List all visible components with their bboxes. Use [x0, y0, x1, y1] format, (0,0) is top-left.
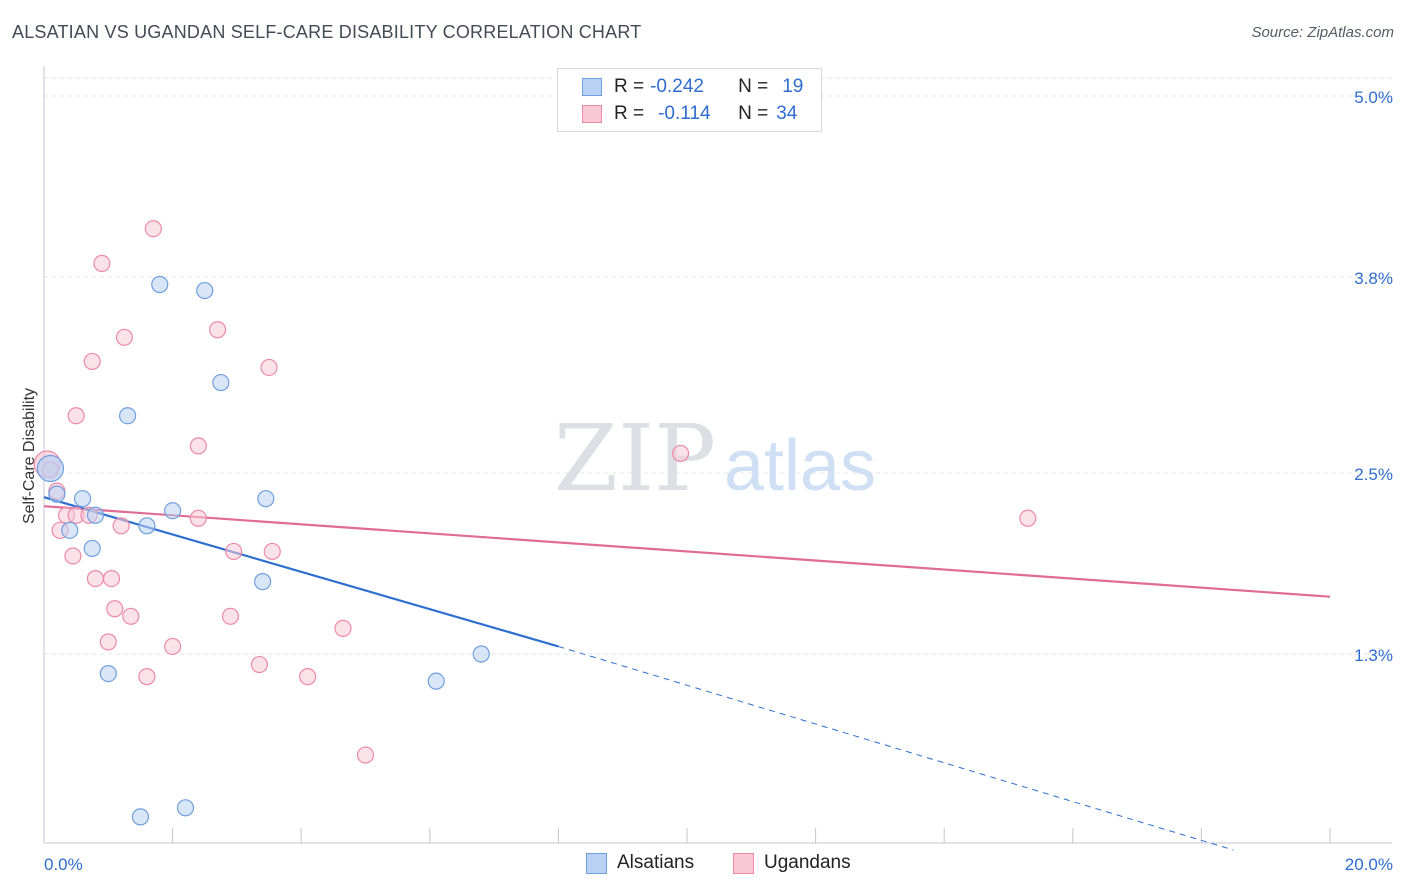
- alsatian-point: [131, 808, 150, 826]
- ugandan-point: [67, 407, 85, 425]
- alsatians-trend-extension: [558, 645, 1234, 851]
- alsatian-point: [427, 672, 445, 690]
- r-value: -0.242: [650, 76, 704, 97]
- alsatians-swatch: [582, 78, 602, 96]
- ugandan-point: [260, 358, 278, 377]
- ugandan-point: [144, 220, 162, 238]
- ugandan-point: [86, 569, 105, 588]
- alsatian-point: [196, 281, 214, 300]
- alsatian-point: [257, 490, 275, 508]
- n-label: N =: [738, 76, 769, 97]
- ugandan-point: [138, 668, 156, 686]
- r-label: R =: [614, 76, 645, 97]
- tick-labels: 5.0% 3.8% 2.5% 1.3% 0.0% 20.0%: [44, 88, 1393, 874]
- ugandan-point: [1019, 509, 1037, 527]
- ugandan-point: [102, 569, 121, 588]
- alsatian-point: [472, 645, 490, 663]
- alsatian-point: [118, 407, 137, 425]
- alsatian-point: [254, 573, 272, 591]
- alsatian-point: [86, 506, 105, 524]
- watermark-atlas: atlas: [724, 426, 876, 506]
- r-value: -0.114: [658, 103, 711, 124]
- legend-item-alsatians: Alsatians: [586, 852, 694, 874]
- alsatian-point: [48, 485, 66, 503]
- trend-lines: [43, 496, 1331, 851]
- ugandan-point: [106, 600, 124, 618]
- ugandan-point: [356, 746, 375, 764]
- n-value: 34: [776, 103, 798, 124]
- ugandans-legend-swatch: [733, 852, 754, 874]
- y-tick-label: 5.0%: [1354, 88, 1393, 107]
- axes: [43, 66, 1392, 844]
- gridlines: [44, 77, 1392, 655]
- ugandan-point: [99, 633, 117, 651]
- watermark: ZIP atlas: [554, 405, 876, 512]
- y-tick-label: 3.8%: [1354, 269, 1393, 288]
- alsatian-point: [73, 490, 92, 508]
- n-value: 19: [782, 76, 804, 97]
- alsatian-point: [99, 665, 117, 683]
- stats-legend: R = -0.242 N = 19 R = -0.114 N = 34: [557, 68, 822, 132]
- ugandan-point: [225, 542, 243, 561]
- y-tick-label: 2.5%: [1354, 465, 1393, 484]
- ugandan-point: [189, 437, 207, 455]
- alsatian-point: [83, 539, 101, 558]
- data-points: [33, 220, 1037, 826]
- ugandan-point: [209, 321, 227, 339]
- legend-item-ugandans: Ugandans: [733, 852, 851, 874]
- ugandan-point: [112, 517, 130, 535]
- ugandan-point: [64, 547, 82, 565]
- ugandans-swatch: [582, 105, 602, 123]
- ugandan-point: [93, 254, 111, 272]
- ugandan-point: [189, 509, 207, 527]
- alsatian-point: [212, 373, 230, 392]
- y-tick-label: 1.3%: [1354, 646, 1393, 665]
- ugandans-legend-label: Ugandans: [764, 852, 851, 873]
- ugandan-point: [122, 607, 140, 625]
- alsatian-point: [36, 454, 65, 483]
- alsatian-point: [138, 517, 156, 535]
- legend-row-alsatians: R = -0.242 N = 19: [582, 76, 803, 98]
- r-label: R =: [614, 103, 645, 124]
- ugandans-trend-line: [43, 505, 1331, 598]
- alsatian-point: [151, 275, 169, 294]
- series-legend: Alsatians Ugandans: [0, 852, 1406, 876]
- ugandan-point: [221, 607, 240, 625]
- source-credit: Source: ZipAtlas.com: [1251, 24, 1394, 41]
- ugandan-point: [263, 542, 281, 561]
- ugandan-point: [334, 619, 352, 637]
- ugandan-point: [671, 444, 690, 463]
- ugandan-point: [164, 637, 182, 656]
- ugandan-point: [115, 328, 133, 346]
- chart-title: ALSATIAN VS UGANDAN SELF-CARE DISABILITY…: [12, 22, 642, 42]
- legend-row-ugandans: R = -0.114 N = 34: [582, 103, 797, 125]
- ugandan-point: [250, 655, 269, 674]
- alsatian-point: [61, 521, 79, 539]
- ugandan-point: [299, 668, 317, 686]
- alsatians-legend-swatch: [586, 852, 607, 874]
- alsatian-point: [176, 799, 195, 817]
- n-label: N =: [738, 103, 769, 124]
- alsatians-trend-line: [43, 496, 559, 648]
- alsatian-point: [164, 502, 182, 520]
- ugandan-point: [83, 352, 101, 371]
- x-tick-label: 0.0%: [44, 855, 83, 874]
- watermark-zip: ZIP: [554, 405, 716, 512]
- alsatians-legend-label: Alsatians: [617, 852, 695, 873]
- x-tick-label: 20.0%: [1345, 855, 1393, 874]
